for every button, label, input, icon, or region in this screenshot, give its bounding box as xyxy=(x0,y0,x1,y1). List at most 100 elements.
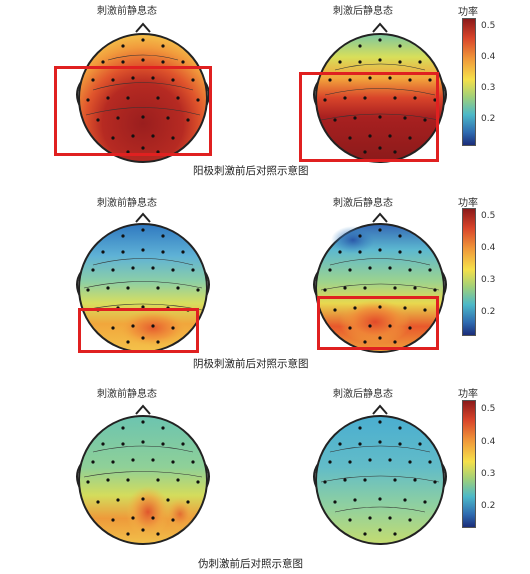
electrode-dot xyxy=(348,518,352,522)
row2-colorbar-tick: 0.4 xyxy=(481,243,496,253)
electrode-dot xyxy=(408,518,412,522)
row2-colorbar-tick: 0.3 xyxy=(481,275,496,285)
electrode-dot xyxy=(343,286,347,290)
electrode-dot xyxy=(126,150,130,154)
electrode-dot xyxy=(348,78,352,82)
electrode-dot xyxy=(141,115,145,119)
electrode-dot xyxy=(91,78,95,82)
electrode-dot xyxy=(338,60,342,64)
electrode-dot xyxy=(413,96,417,100)
electrode-dot xyxy=(171,78,175,82)
electrode-dot xyxy=(378,497,382,501)
electrode-dot xyxy=(388,134,392,138)
electrode-dot xyxy=(116,116,120,120)
electrode-dot xyxy=(131,458,135,462)
electrode-dot xyxy=(413,478,417,482)
electrode-dot xyxy=(348,136,352,140)
electrode-dot xyxy=(111,136,115,140)
electrode-dot xyxy=(333,308,337,312)
row3-left-title: 刺激前静息态 xyxy=(97,389,157,400)
row3-caption: 伪刺激前后对照示意图 xyxy=(198,558,303,570)
row3-colorbar xyxy=(462,400,476,528)
electrode-dot xyxy=(141,146,145,150)
electrode-dot xyxy=(86,480,90,484)
row2-colorbar xyxy=(462,208,476,336)
electrode-dot xyxy=(196,480,200,484)
electrode-dot xyxy=(131,76,135,80)
electrode-dot xyxy=(363,532,367,536)
electrode-dot xyxy=(181,60,185,64)
electrode-dot xyxy=(141,440,145,444)
electrode-dot xyxy=(166,498,170,502)
electrode-dot xyxy=(111,326,115,330)
electrode-dot xyxy=(176,286,180,290)
electrode-dot xyxy=(151,76,155,80)
electrode-dot xyxy=(403,306,407,310)
electrode-dot xyxy=(121,234,125,238)
electrode-dot xyxy=(378,336,382,340)
electrode-dot xyxy=(161,442,165,446)
electrode-dot xyxy=(328,460,332,464)
electrode-dot xyxy=(323,98,327,102)
electrode-dot xyxy=(126,286,130,290)
electrode-dot xyxy=(378,248,382,252)
electrode-dot xyxy=(398,426,402,430)
row3-colorbar-tick: 0.3 xyxy=(481,469,496,479)
electrode-dot xyxy=(408,78,412,82)
electrode-dot xyxy=(343,96,347,100)
electrode-dot xyxy=(418,250,422,254)
electrode-dot xyxy=(121,60,125,64)
electrode-dot xyxy=(191,78,195,82)
electrode-dot xyxy=(398,60,402,64)
electrode-dot xyxy=(433,288,437,292)
electrode-dot xyxy=(363,96,367,100)
row2-left-highlight-box xyxy=(78,308,199,353)
electrode-dot xyxy=(106,478,110,482)
electrode-dot xyxy=(358,60,362,64)
electrode-dot xyxy=(358,426,362,430)
row1-colorbar-tick: 0.2 xyxy=(481,114,496,124)
row3-right-topomap xyxy=(313,404,447,545)
electrode-dot xyxy=(111,78,115,82)
electrode-dot xyxy=(176,478,180,482)
electrode-dot xyxy=(388,76,392,80)
electrode-dot xyxy=(91,268,95,272)
electrode-dot xyxy=(186,500,190,504)
electrode-dot xyxy=(101,60,105,64)
row2-right-topomap xyxy=(313,212,447,353)
electrode-dot xyxy=(141,497,145,501)
electrode-dot xyxy=(388,266,392,270)
electrode-dot xyxy=(368,458,372,462)
row3-colorbar-tick: 0.5 xyxy=(481,404,496,414)
electrode-dot xyxy=(196,288,200,292)
row2-right-title: 刺激后静息态 xyxy=(333,198,393,209)
electrode-dot xyxy=(378,420,382,424)
electrode-dot xyxy=(116,498,120,502)
electrode-dot xyxy=(338,442,342,446)
electrode-dot xyxy=(428,460,432,464)
electrode-dot xyxy=(348,268,352,272)
electrode-dot xyxy=(171,460,175,464)
electrode-dot xyxy=(141,248,145,252)
electrode-dot xyxy=(176,96,180,100)
electrode-dot xyxy=(398,250,402,254)
electrode-dot xyxy=(106,96,110,100)
electrode-dot xyxy=(151,266,155,270)
electrode-dot xyxy=(408,136,412,140)
electrode-dot xyxy=(156,150,160,154)
electrode-dot xyxy=(388,324,392,328)
electrode-dot xyxy=(363,150,367,154)
electrode-dot xyxy=(363,478,367,482)
electrode-dot xyxy=(171,518,175,522)
row2-colorbar-title: 功率 xyxy=(458,198,478,209)
electrode-dot xyxy=(141,228,145,232)
electrode-dot xyxy=(378,38,382,42)
electrode-dot xyxy=(358,234,362,238)
electrode-dot xyxy=(363,340,367,344)
electrode-dot xyxy=(378,305,382,309)
row1-left-title: 刺激前静息态 xyxy=(97,6,157,17)
electrode-dot xyxy=(171,268,175,272)
row3-left-topomap xyxy=(76,404,210,545)
electrode-dot xyxy=(141,38,145,42)
electrode-dot xyxy=(86,98,90,102)
